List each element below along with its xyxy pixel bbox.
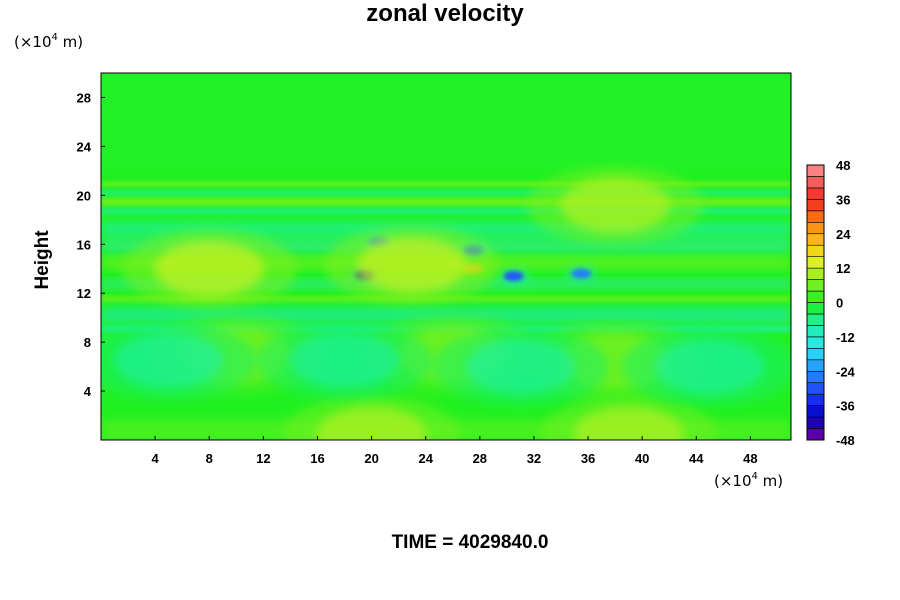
field-band — [101, 73, 791, 173]
colorbar-segment — [806, 370, 825, 384]
y-tick-label: 4 — [84, 384, 92, 399]
field-feature — [289, 332, 400, 389]
colorbar-segment — [806, 199, 825, 212]
field-feature — [571, 268, 592, 279]
colorbar-segment — [806, 244, 825, 257]
field-feature — [465, 338, 576, 395]
x-tick-label: 16 — [310, 451, 324, 466]
colorbar-tick-label: -36 — [836, 399, 855, 414]
field-band — [101, 182, 791, 186]
x-tick-label: 28 — [473, 451, 487, 466]
x-tick-label: 20 — [364, 451, 378, 466]
field-feature — [503, 271, 524, 282]
colorbar-segment — [806, 279, 825, 292]
field-feature — [154, 240, 265, 297]
colorbar-segment — [806, 290, 825, 303]
x-tick-label: 44 — [689, 451, 704, 466]
colorbar-segment — [806, 164, 825, 177]
field-feature — [357, 237, 468, 294]
x-tick-label: 40 — [635, 451, 649, 466]
colorbar-segment — [806, 428, 825, 441]
time-annotation: TIME = 4029840.0 — [391, 532, 549, 553]
y-tick-label: 16 — [77, 237, 91, 252]
x-tick-label: 32 — [527, 451, 541, 466]
colorbar-segment — [806, 187, 825, 200]
colorbar-segment — [806, 382, 825, 395]
colorbar-segment — [806, 416, 825, 429]
field-band — [101, 190, 791, 195]
field-feature — [316, 405, 427, 440]
colorbar-segment — [806, 393, 825, 406]
colorbar-segment — [806, 348, 825, 361]
colorbar — [806, 164, 825, 441]
colorbar-tick-label: 12 — [836, 261, 850, 276]
colorbar-tick-label: 24 — [836, 227, 851, 242]
field-feature — [573, 405, 684, 440]
colorbar-tick-label: 0 — [836, 296, 843, 311]
x-tick-label: 12 — [256, 451, 270, 466]
field-feature — [654, 338, 765, 395]
field-band — [101, 208, 791, 214]
colorbar-segment — [806, 267, 825, 280]
y-axis-ticks: 4 8 12 16 20 24 28 — [77, 90, 105, 399]
x-axis-ticks: 4 8 12 16 20 24 28 32 36 40 44 48 — [152, 436, 758, 466]
field-feature — [113, 332, 224, 389]
colorbar-tick-label: 36 — [836, 192, 850, 207]
y-tick-label: 24 — [77, 139, 92, 154]
y-tick-label: 20 — [77, 188, 91, 203]
colorbar-segment — [806, 359, 825, 372]
colorbar-segment — [806, 325, 825, 338]
feature-layer — [101, 165, 791, 440]
colorbar-segment — [806, 233, 825, 246]
x-axis-unit: (×104 m) — [714, 471, 784, 490]
colorbar-segment — [806, 302, 825, 315]
x-tick-label: 4 — [152, 451, 160, 466]
y-tick-label: 28 — [77, 90, 91, 105]
colorbar-segment — [806, 336, 825, 349]
chart-title: zonal velocity — [366, 0, 524, 27]
colorbar-segment — [806, 210, 825, 223]
colorbar-tick-label: 48 — [836, 158, 850, 173]
y-tick-label: 8 — [84, 335, 91, 350]
colorbar-segment — [806, 221, 825, 235]
colorbar-tick-label: -24 — [836, 364, 856, 379]
field-band — [101, 308, 791, 322]
x-tick-label: 24 — [418, 451, 433, 466]
field-feature — [560, 177, 671, 234]
x-tick-label: 48 — [743, 451, 757, 466]
colorbar-segment — [806, 405, 825, 418]
colorbar-tick-label: -48 — [836, 433, 855, 448]
colorbar-tick-label: -12 — [836, 330, 855, 345]
colorbar-frame — [806, 164, 825, 441]
colorbar-ticks: 48 36 24 12 0 -12 -24 -36 -48 — [836, 158, 856, 448]
colorbar-segment — [806, 176, 825, 189]
y-axis-unit: (×104 m) — [14, 32, 84, 51]
colorbar-segment — [806, 256, 825, 269]
x-tick-label: 36 — [581, 451, 595, 466]
colorbar-segment — [806, 313, 825, 326]
x-tick-label: 8 — [206, 451, 213, 466]
plot-frame — [100, 72, 792, 441]
field-band — [101, 198, 791, 206]
y-tick-label: 12 — [77, 286, 91, 301]
